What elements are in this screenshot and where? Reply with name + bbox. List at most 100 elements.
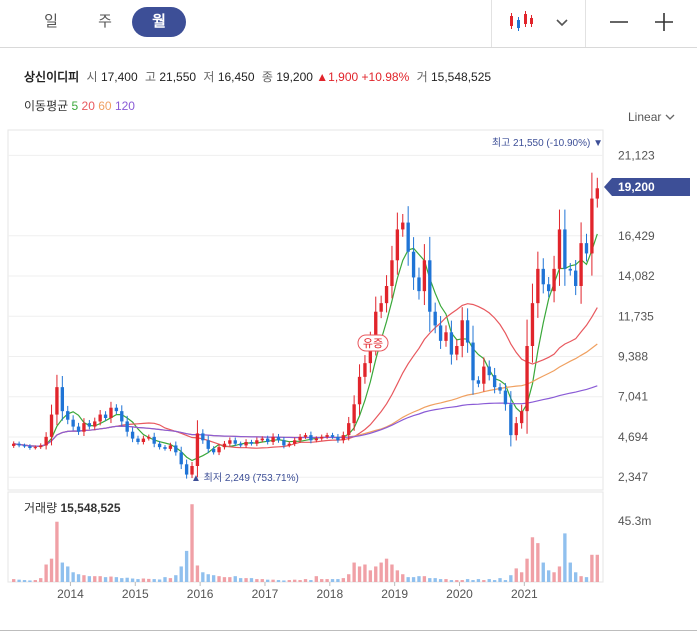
y-tick-label: 14,082 (618, 269, 655, 283)
scale-toggle[interactable]: Linear (628, 110, 675, 124)
volume-bar (568, 562, 572, 582)
candle (114, 407, 119, 412)
volume-bar (152, 579, 156, 582)
candle (352, 404, 356, 424)
candle (157, 443, 162, 448)
volume-bar (525, 558, 529, 582)
ma-5: 5 (71, 99, 79, 113)
volume-bar (422, 576, 427, 582)
x-tick-label: 2021 (511, 587, 538, 601)
candle (347, 423, 351, 436)
candle (217, 447, 221, 453)
volume-bar (379, 562, 383, 582)
candle (249, 442, 254, 444)
candle (120, 411, 124, 422)
volume-bar (271, 579, 275, 582)
volume-panel-value: 15,548,525 (60, 501, 121, 515)
volume-bar (174, 575, 178, 582)
volume-bar (82, 575, 86, 582)
candle (260, 438, 264, 441)
candle (179, 452, 183, 465)
candle (590, 198, 594, 254)
chevron-down-icon[interactable] (552, 8, 580, 36)
volume-bar (557, 566, 562, 582)
candle (498, 387, 502, 391)
current-price-marker (604, 178, 690, 196)
scale-label: Linear (628, 110, 662, 124)
candle (93, 421, 97, 427)
candle (406, 222, 410, 252)
candle (465, 320, 470, 343)
volume-bar (71, 572, 75, 582)
volume-bar (314, 576, 318, 582)
candle (66, 411, 70, 420)
volume-bar (320, 579, 324, 582)
candle (201, 433, 205, 441)
candle (568, 268, 572, 271)
volume-bar (244, 578, 248, 582)
candle (417, 277, 421, 292)
tab-weekly[interactable]: 주 (98, 13, 112, 30)
candle (17, 443, 21, 446)
candle (595, 188, 599, 199)
candle (276, 436, 281, 441)
candle (190, 466, 194, 475)
candle (460, 320, 464, 346)
candle (514, 423, 518, 436)
volume-bar (39, 578, 43, 582)
tab-monthly[interactable]: 월 (132, 7, 186, 37)
volume-bar (249, 578, 254, 582)
low-label: 저 (203, 70, 215, 84)
candle (206, 440, 210, 449)
tab-daily[interactable]: 일 (44, 13, 58, 30)
candle (98, 414, 102, 422)
quote-summary: 상신이디피 시 17,400 고 21,550 저 16,450 종 19,20… (24, 68, 491, 85)
candle (109, 407, 113, 418)
y-axis: 2,347 4,694 7,041 9,388 11,735 14,082 16,429 21… (618, 148, 655, 484)
candle (411, 251, 416, 278)
volume-bar (282, 580, 286, 582)
candle (12, 443, 16, 446)
volume-bar (433, 578, 437, 582)
candle (255, 440, 259, 444)
volume-bar (265, 579, 270, 582)
volume-bar (190, 504, 194, 582)
candle (103, 414, 108, 418)
x-tick-label: 2020 (446, 587, 473, 601)
volume-bar (87, 576, 92, 582)
volume-bar (28, 580, 32, 582)
grid (7, 129, 604, 583)
volume-bar (590, 554, 594, 582)
volume-bar (546, 570, 551, 582)
y-tick-label: 4,694 (618, 430, 648, 444)
y-tick-label: 21,123 (618, 148, 655, 162)
candle (271, 436, 275, 442)
volume-bar (55, 521, 59, 582)
candle (401, 222, 405, 230)
volume-bar (222, 577, 227, 582)
y-tick-label: 7,041 (618, 390, 648, 404)
candle (341, 435, 346, 441)
volume-bar (141, 578, 146, 582)
candle (519, 411, 524, 424)
candle (87, 423, 92, 427)
volume-bar (455, 580, 459, 582)
volume-bar (287, 580, 291, 582)
candle (390, 260, 394, 286)
zoom-in-icon[interactable] (650, 8, 678, 36)
volume-bar (125, 577, 129, 582)
volume-bar (536, 543, 540, 582)
volume-bar (574, 572, 578, 582)
candle (82, 423, 86, 432)
volume-bar (195, 565, 200, 582)
volume-bar (395, 570, 400, 582)
candle (71, 419, 75, 427)
candle (422, 260, 427, 292)
volume-bar (17, 579, 21, 582)
candlestick-icon[interactable] (507, 8, 535, 36)
volume-bar (384, 558, 389, 582)
candle (163, 447, 167, 449)
zoom-out-icon[interactable] (605, 8, 633, 36)
volume-bar (519, 572, 524, 582)
